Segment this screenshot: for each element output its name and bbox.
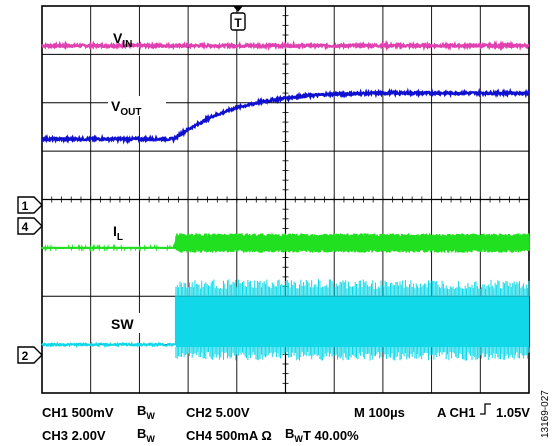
ch2-setting: CH2 5.00V [186,405,250,420]
trace-labels: VIN VOUT IL SW [108,30,166,333]
svg-text:2: 2 [22,349,29,363]
trigger-position: T 40.00% [303,428,359,443]
ch3-bw-limit: BW [137,426,155,444]
vout-label: VOUT [111,98,141,118]
vout-trace [40,87,530,145]
sw-label: SW [111,316,134,332]
sw-trace-spikes [175,279,530,361]
svg-text:4: 4 [22,220,29,234]
channel-marker-4: 4 [17,217,43,235]
ch4-bw-limit: BW [285,426,303,444]
timebase-setting: M 100µs [354,405,405,420]
ch1-bw-limit: BW [137,403,155,421]
vin-label: VIN [113,30,132,50]
trigger-marker: T [230,6,246,31]
channel-marker-2: 2 [17,346,43,364]
scope-settings-footer: CH1 500mV BW CH2 5.00V M 100µs A CH1 1.0… [42,403,530,444]
vout-label-bg [108,96,166,116]
channel-marker-1: 1 [17,196,43,214]
il-label: IL [113,223,123,243]
vin-trace [41,39,530,52]
ch4-setting: CH4 500mA Ω [186,428,272,443]
trigger-source: A CH1 [437,405,476,420]
svg-text:1: 1 [22,199,29,213]
rising-edge-icon [480,403,491,415]
trigger-level: 1.05V [496,405,530,420]
figure-id: 13169-027 [540,390,551,438]
il-trace [41,233,530,253]
scope-traces [40,39,530,361]
sw-label-bg [108,313,148,333]
sw-trace-idle [41,341,177,349]
sw-trace-band [175,296,530,348]
ch3-setting: CH3 2.00V [42,428,106,443]
ch1-setting: CH1 500mV [42,405,114,420]
svg-text:T: T [234,16,242,30]
